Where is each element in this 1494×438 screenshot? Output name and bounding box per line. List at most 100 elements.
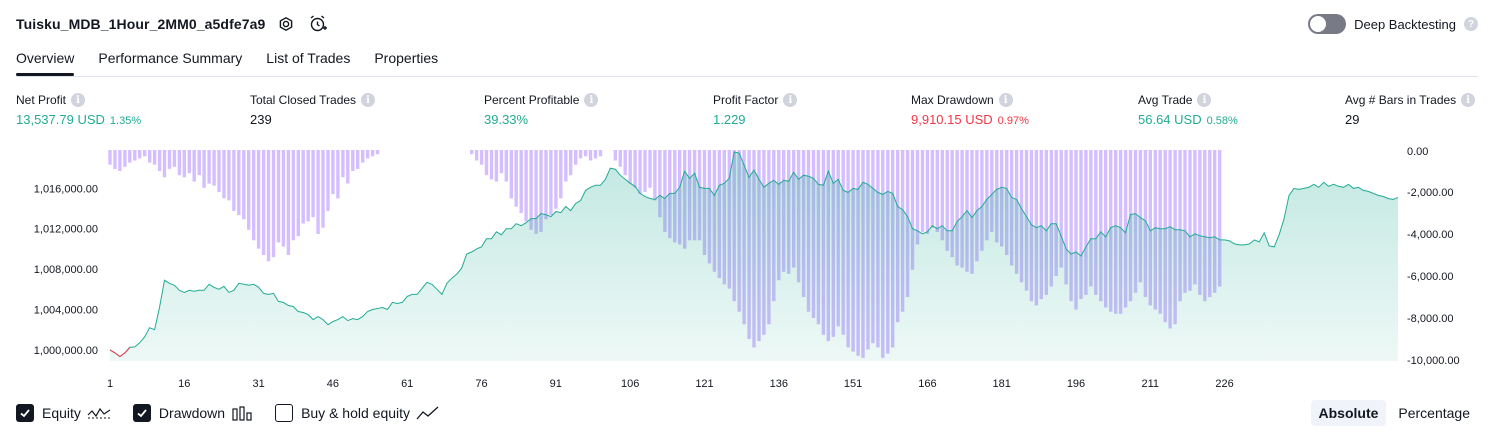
drawdown-bar xyxy=(361,150,365,163)
y-right-tick: -10,000.00 xyxy=(1407,355,1460,367)
metric-value: 239 xyxy=(250,112,272,127)
y-left-tick: 1,000,000.00 xyxy=(34,345,98,357)
alarm-add-icon[interactable] xyxy=(307,13,329,35)
drawdown-bar xyxy=(920,150,925,232)
drawdown-bar xyxy=(1099,150,1103,302)
drawdown-bar xyxy=(351,150,355,171)
tab-list-of-trades[interactable]: List of Trades xyxy=(266,50,351,66)
question-icon[interactable]: ? xyxy=(1464,17,1478,31)
tab-properties[interactable]: Properties xyxy=(374,50,439,66)
metric-label: Total Closed Trades xyxy=(250,93,357,107)
x-tick: 61 xyxy=(401,378,413,390)
metric-label: Max Drawdown xyxy=(911,93,994,107)
drawdown-bar xyxy=(930,150,935,228)
toggle-knob xyxy=(1310,16,1327,32)
x-tick: 16 xyxy=(178,378,190,390)
metric-value: 39.33% xyxy=(484,112,529,127)
drawdown-bar xyxy=(509,150,513,199)
drawdown-bar xyxy=(177,150,182,176)
drawdown-bar xyxy=(514,150,518,207)
drawdown-bar xyxy=(1104,150,1108,308)
legend-buy-hold-equity[interactable]: Buy & hold equity xyxy=(275,404,440,422)
x-tick: 91 xyxy=(550,378,562,390)
info-icon[interactable]: i xyxy=(361,93,376,107)
drawdown-bar xyxy=(237,150,241,216)
drawdown-bar xyxy=(123,150,127,167)
drawdown-bar xyxy=(187,150,191,174)
y-left-tick: 1,008,000.00 xyxy=(34,264,98,276)
drawdown-bar xyxy=(331,150,335,195)
drawdown-bar xyxy=(598,150,603,157)
tab-overview[interactable]: Overview xyxy=(16,46,75,76)
drawdown-bar xyxy=(375,150,380,155)
info-icon[interactable]: i xyxy=(584,93,599,107)
drawdown-bar xyxy=(1198,150,1202,295)
info-icon[interactable]: i xyxy=(1461,93,1476,107)
tab-performance-summary[interactable]: Performance Summary xyxy=(98,50,243,66)
y-left-tick: 1,016,000.00 xyxy=(34,183,98,195)
metric-label: Avg Trade xyxy=(1138,93,1193,107)
drawdown-bar xyxy=(578,150,583,159)
drawdown-bar xyxy=(341,150,345,178)
checkbox-checked[interactable] xyxy=(132,404,151,422)
drawdown-bar xyxy=(286,150,291,255)
left-axis: 1,016,000.00 1,012,000.00 1,008,000.00 1,00… xyxy=(34,183,98,357)
drawdown-bar xyxy=(1193,150,1197,285)
drawdown-bar xyxy=(365,150,370,159)
drawdown-bar xyxy=(1213,150,1217,293)
equity-drawdown-chart: 1,016,000.00 1,012,000.00 1,008,000.00 1,00… xyxy=(34,146,1460,390)
drawdown-bar xyxy=(276,150,281,243)
drawdown-bar xyxy=(559,150,563,199)
absolute-button[interactable]: Absolute xyxy=(1310,400,1387,426)
gear-icon[interactable] xyxy=(275,13,297,35)
equity-line xyxy=(109,151,1399,358)
drawdown-bar xyxy=(534,150,538,234)
drawdown-bar xyxy=(470,150,474,155)
drawdown-bar xyxy=(306,150,310,222)
drawdown-bar xyxy=(910,150,915,270)
drawdown-bar xyxy=(207,150,211,184)
drawdown-bar xyxy=(564,150,568,182)
info-icon[interactable]: i xyxy=(998,93,1013,107)
right-axis: 0.00 -2,000.00 -4,000.00 -6,000.00 -8,000.00… xyxy=(1407,146,1460,367)
checkbox-unchecked[interactable] xyxy=(275,404,294,422)
drawdown-bar xyxy=(1094,150,1098,295)
x-tick: 166 xyxy=(918,378,936,390)
drawdown-bar xyxy=(311,150,315,218)
drawdown-bar xyxy=(504,150,508,182)
drawdown-bar xyxy=(252,150,256,241)
x-tick: 106 xyxy=(621,378,639,390)
drawdown-bar xyxy=(167,150,172,169)
info-icon[interactable]: i xyxy=(1197,93,1212,107)
x-tick: 181 xyxy=(993,378,1011,390)
drawdown-bar xyxy=(321,150,325,228)
y-left-tick: 1,012,000.00 xyxy=(34,224,98,236)
metric-value: 29 xyxy=(1345,112,1360,127)
drawdown-bar xyxy=(152,150,157,165)
drawdown-bar xyxy=(945,150,949,251)
metric-value: 13,537.79 USD xyxy=(16,112,105,127)
drawdown-bar xyxy=(499,150,504,174)
drawdown-bar xyxy=(633,150,637,188)
drawdown-bar xyxy=(271,150,276,258)
drawdown-bar xyxy=(162,150,167,178)
metric-label: Profit Factor xyxy=(713,93,779,107)
drawdown-bar xyxy=(618,150,622,167)
checkbox-checked[interactable] xyxy=(16,404,34,422)
drawdown-bar xyxy=(648,150,652,188)
deep-backtesting: Deep Backtesting ? xyxy=(1308,12,1478,36)
legend-drawdown[interactable]: Drawdown xyxy=(132,404,253,422)
drawdown-bar xyxy=(346,150,350,184)
info-icon[interactable]: i xyxy=(71,93,86,107)
strategy-header: Tuisku_MDB_1Hour_2MM0_a5dfe7a9 xyxy=(16,12,329,36)
info-icon[interactable]: i xyxy=(783,93,798,107)
metric-avg-bars-in-trades: Avg # Bars in Trades i 29 xyxy=(1345,93,1476,127)
percentage-button[interactable]: Percentage xyxy=(1398,405,1470,421)
metric-percent-profitable: Percent Profitable i 39.33% xyxy=(484,93,599,127)
drawdown-bar xyxy=(935,150,939,232)
drawdown-bar xyxy=(222,150,226,199)
metric-profit-factor: Profit Factor i 1.229 xyxy=(713,93,798,127)
deep-backtesting-toggle[interactable] xyxy=(1308,14,1347,34)
bars-icon xyxy=(231,405,253,421)
legend-equity[interactable]: Equity xyxy=(16,404,111,422)
